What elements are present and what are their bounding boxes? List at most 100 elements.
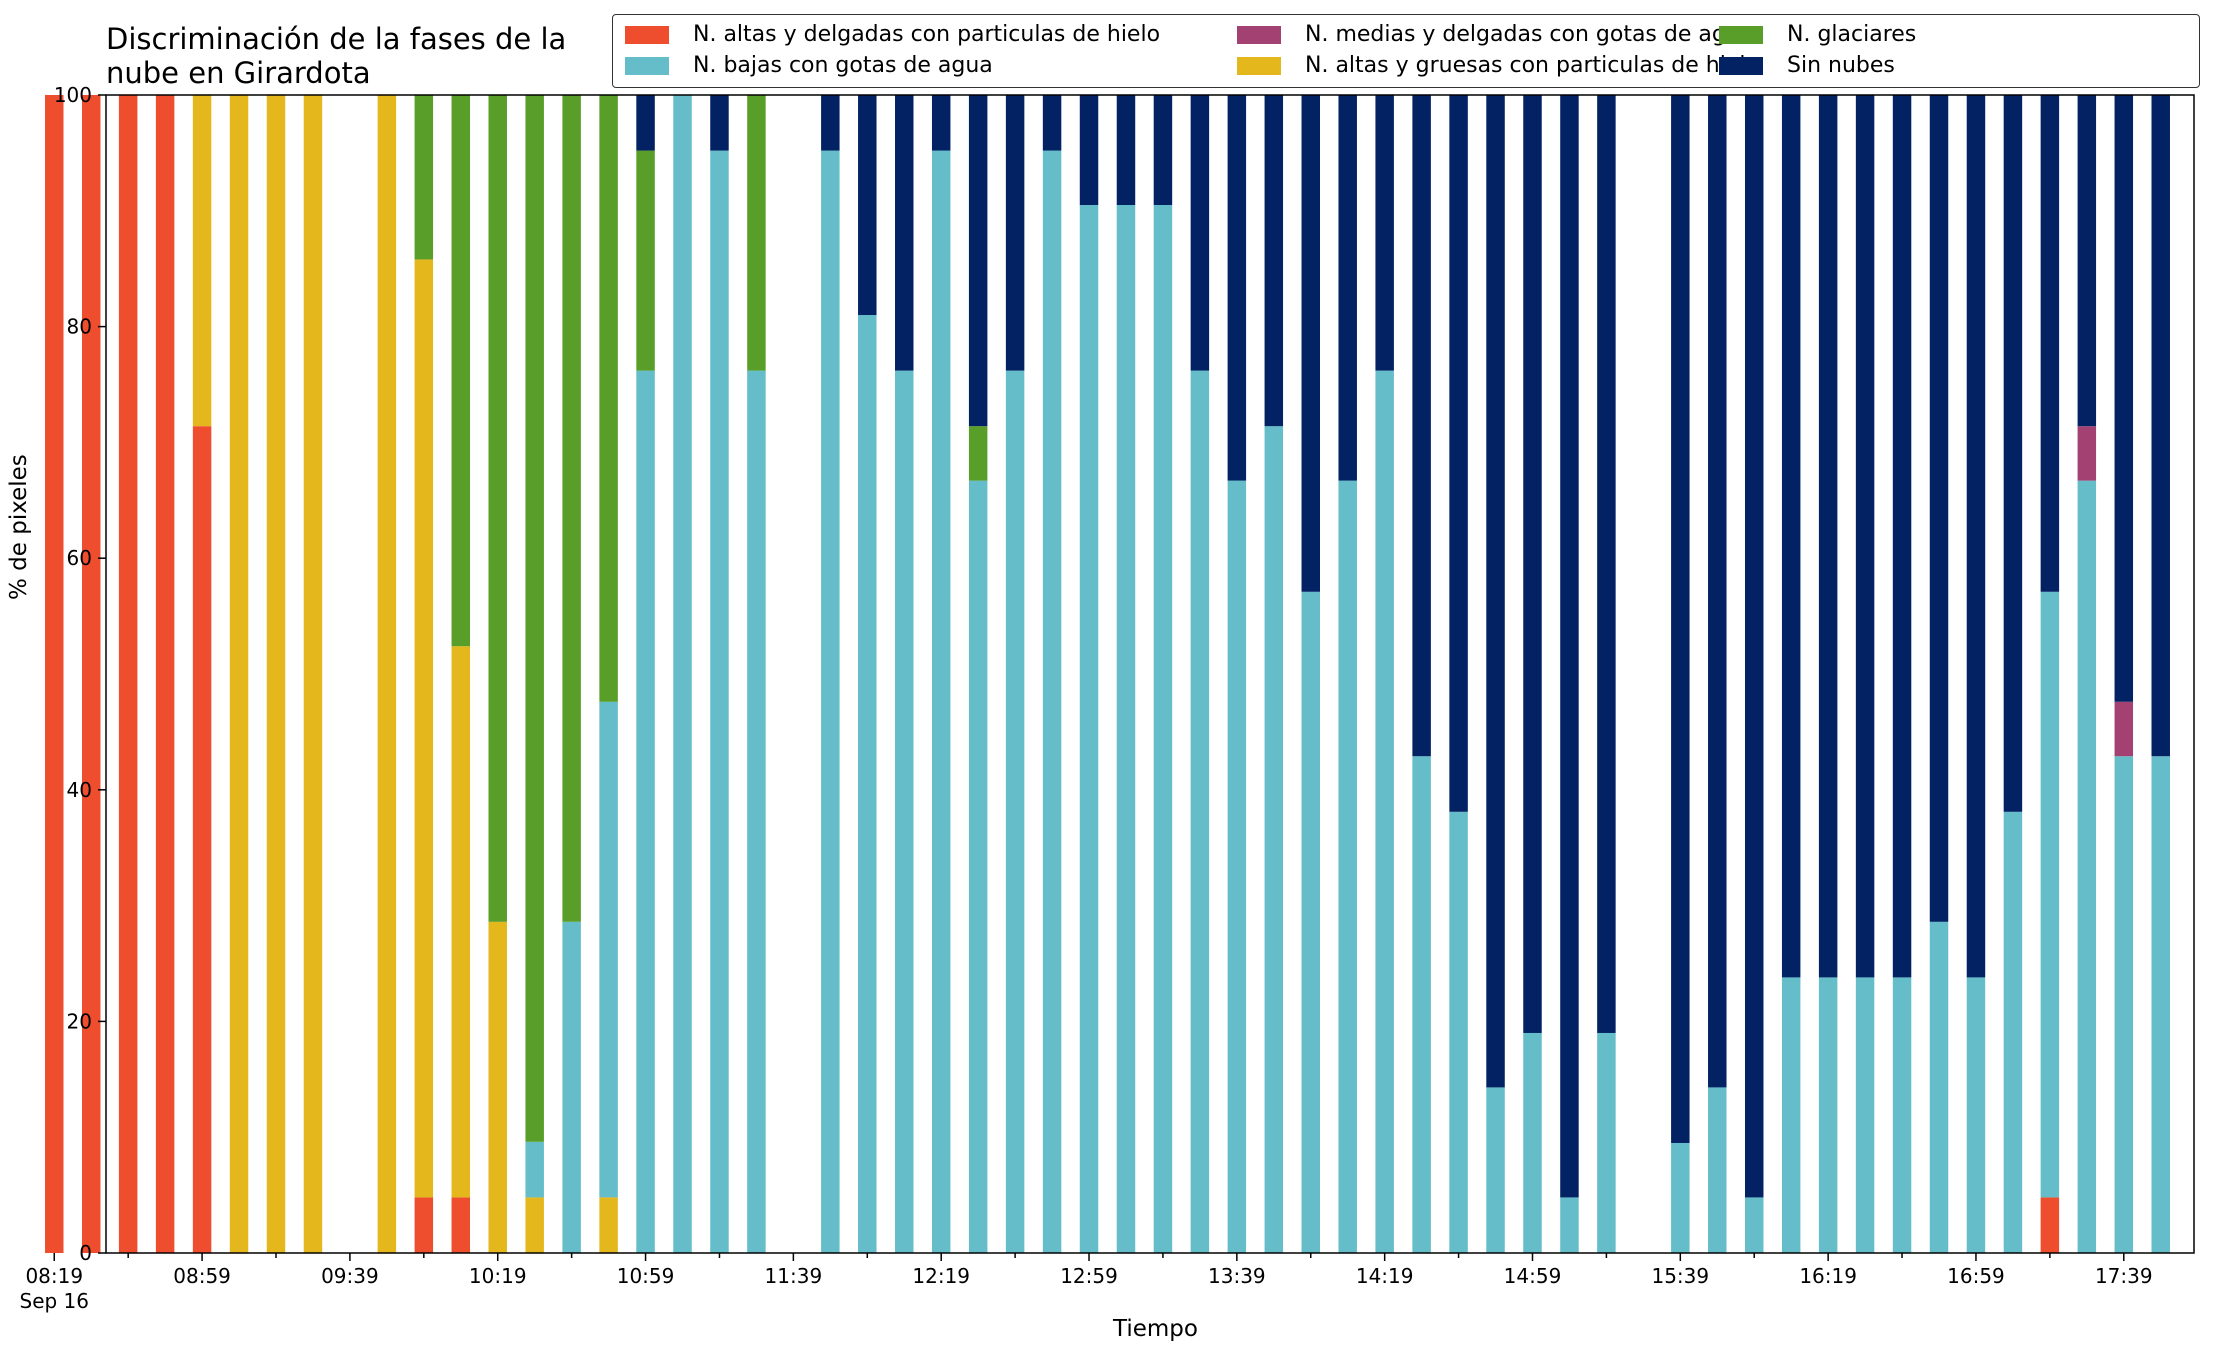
bar-segment bbox=[1338, 480, 1357, 1253]
legend-label: N. glaciares bbox=[1787, 22, 1917, 47]
legend-item: N. glaciares bbox=[1719, 22, 1916, 47]
x-tick-label: 13:39 bbox=[1208, 1264, 1266, 1288]
bar-segment bbox=[2003, 811, 2023, 1253]
legend-label: Sin nubes bbox=[1787, 53, 1895, 78]
bar-segment bbox=[747, 95, 766, 371]
legend-swatch bbox=[1237, 25, 1281, 44]
bar-segment bbox=[636, 370, 655, 1254]
bar-segment bbox=[931, 95, 951, 151]
bar-segment bbox=[2077, 426, 2097, 481]
bar-segment bbox=[673, 95, 692, 1253]
x-tick-label: 08:19 bbox=[25, 1264, 83, 1288]
bar-segment bbox=[1375, 95, 1394, 371]
bar-segment bbox=[1301, 95, 1320, 592]
bar-segment bbox=[710, 150, 729, 1254]
bar-segment bbox=[1079, 95, 1099, 206]
bar-segment bbox=[2151, 756, 2170, 1253]
bar-segment bbox=[1042, 95, 1062, 151]
legend-label: N. altas y gruesas con particulas de hie… bbox=[1305, 53, 1759, 78]
bar-segment bbox=[1929, 921, 1949, 1253]
bar-segment bbox=[1375, 370, 1394, 1254]
bar-segment bbox=[599, 95, 618, 702]
x-tick-label: 08:59 bbox=[173, 1264, 231, 1288]
x-tick-label: 10:59 bbox=[617, 1264, 675, 1288]
bar-segment bbox=[1597, 95, 1616, 1033]
bar-segment bbox=[525, 95, 544, 1142]
bar-segment bbox=[2040, 1197, 2060, 1253]
x-tick-label: 16:59 bbox=[1947, 1264, 2005, 1288]
bar-segment bbox=[599, 1197, 618, 1253]
bar-segment bbox=[1818, 977, 1838, 1253]
bar-segment bbox=[377, 95, 397, 1253]
plot-frame bbox=[105, 94, 2195, 1254]
bar-segment bbox=[1597, 1032, 1616, 1253]
x-tick-label: 15:39 bbox=[1651, 1264, 1709, 1288]
bar-segment bbox=[1892, 977, 1912, 1253]
bar-segment bbox=[1892, 95, 1912, 978]
legend-item: N. bajas con gotas de agua bbox=[625, 53, 993, 78]
bar-segment bbox=[858, 315, 877, 1253]
bar-segment bbox=[2151, 95, 2170, 757]
bar-segment bbox=[1338, 95, 1357, 481]
bar-segment bbox=[599, 701, 618, 1198]
bar-segment bbox=[2114, 701, 2134, 757]
legend-swatch bbox=[625, 25, 669, 44]
y-tick-label: 80 bbox=[67, 315, 92, 339]
bar-segment bbox=[1671, 1142, 1690, 1253]
bar-segment bbox=[1301, 591, 1320, 1253]
legend: N. altas y delgadas con particulas de hi… bbox=[612, 14, 2200, 88]
x-tick-label: 11:39 bbox=[765, 1264, 823, 1288]
bar-segment bbox=[155, 95, 175, 1253]
bar-segment bbox=[1227, 95, 1247, 481]
bar-segment bbox=[451, 646, 471, 1198]
bar-segment bbox=[2077, 480, 2097, 1253]
bar-segment bbox=[229, 95, 249, 1253]
bar-segment bbox=[1449, 95, 1468, 812]
bar-segment bbox=[414, 259, 434, 1198]
bar-segment bbox=[1560, 1197, 1579, 1253]
bar-segment bbox=[968, 480, 988, 1253]
bar-segment bbox=[636, 150, 655, 371]
legend-item: Sin nubes bbox=[1719, 53, 1895, 78]
bar-segment bbox=[45, 95, 64, 1253]
bar-segment bbox=[1929, 95, 1949, 922]
bar-segment bbox=[895, 95, 914, 371]
x-tick-label: 17:39 bbox=[2095, 1264, 2153, 1288]
bar-segment bbox=[1523, 1032, 1542, 1253]
bar-segment bbox=[2003, 95, 2023, 812]
bar-segment bbox=[1264, 95, 1284, 427]
bar-segment bbox=[1523, 95, 1542, 1033]
bar-segment bbox=[2040, 591, 2060, 1198]
bar-segment bbox=[1264, 426, 1284, 1253]
legend-item: N. altas y gruesas con particulas de hie… bbox=[1237, 53, 1759, 78]
bar-segment bbox=[1671, 95, 1690, 1143]
x-axis-label: Tiempo bbox=[1113, 1316, 1198, 1342]
bar-segment bbox=[1412, 756, 1431, 1253]
x-tick-date-label: Sep 16 bbox=[20, 1289, 90, 1313]
x-tick-label: 09:39 bbox=[321, 1264, 379, 1288]
x-tick-label: 16:19 bbox=[1799, 1264, 1857, 1288]
bar-segment bbox=[1042, 150, 1062, 1254]
legend-swatch bbox=[1719, 56, 1763, 75]
bar-segment bbox=[1153, 205, 1173, 1253]
x-tick-label: 14:19 bbox=[1356, 1264, 1414, 1288]
bar-segment bbox=[2114, 95, 2134, 702]
chart-title-line-2: nube en Girardota bbox=[106, 56, 371, 90]
y-tick-label: 0 bbox=[79, 1241, 92, 1265]
y-tick-label: 20 bbox=[67, 1009, 92, 1033]
chart-title: Discriminación de la fases de la nube en… bbox=[106, 22, 666, 90]
legend-item: N. altas y delgadas con particulas de hi… bbox=[625, 22, 1160, 47]
legend-item: N. medias y delgadas con gotas de agua bbox=[1237, 22, 1753, 47]
y-tick-label: 60 bbox=[67, 546, 92, 570]
bar-segment bbox=[1744, 95, 1764, 1198]
bar-segment bbox=[2040, 95, 2060, 592]
bar-segment bbox=[1486, 95, 1505, 1088]
bar-segment bbox=[562, 921, 581, 1253]
bar-segment bbox=[1486, 1087, 1505, 1253]
bar-segment bbox=[858, 95, 877, 316]
bar-segment bbox=[1818, 95, 1838, 978]
bar-segment bbox=[451, 95, 471, 647]
bar-segment bbox=[821, 95, 840, 151]
y-tick-label: 40 bbox=[67, 778, 92, 802]
